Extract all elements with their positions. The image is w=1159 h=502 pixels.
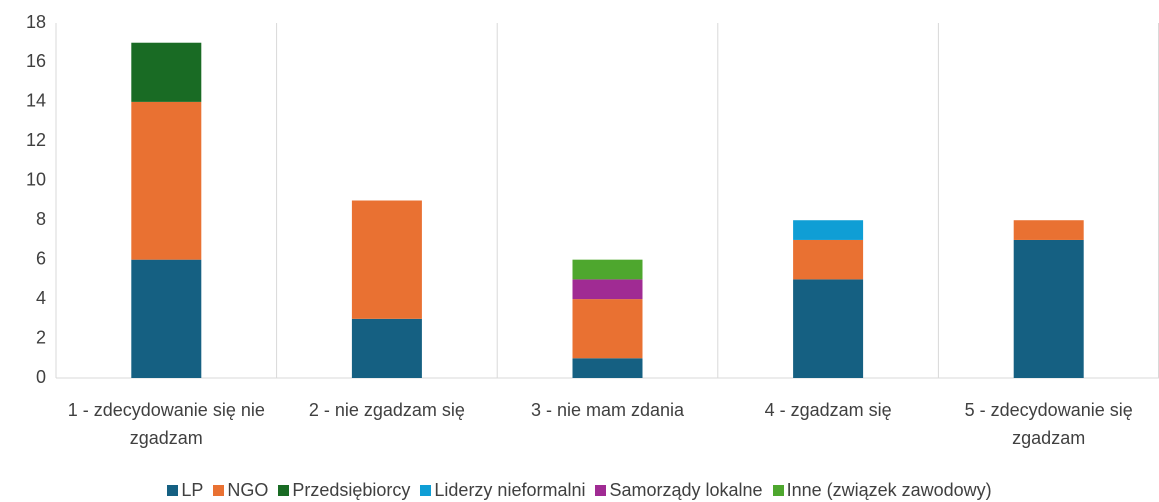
x-tick-label: 5 - zdecydowanie się zgadzam	[964, 400, 1133, 448]
bar-segment	[1013, 239, 1084, 378]
legend-item: Inne (związek zawodowy)	[772, 480, 992, 501]
y-tick-label: 16	[26, 51, 46, 71]
legend-label: Samorządy lokalne	[609, 480, 763, 500]
bar-segment	[351, 318, 422, 378]
plot: 0 2 4 6 8 10 12 14 16 18	[26, 12, 1159, 387]
legend-swatch	[772, 485, 784, 496]
legend-swatch	[213, 485, 225, 496]
bar-segment	[131, 42, 202, 102]
bar-segment	[572, 279, 643, 300]
y-tick-label: 8	[36, 209, 46, 229]
legend-item: NGO	[213, 480, 268, 501]
bar-segment	[793, 239, 864, 280]
bar-segment	[793, 220, 864, 240]
x-tick-label: 3 - nie mam zdania	[530, 400, 685, 420]
bar-segment	[351, 200, 422, 319]
legend-swatch	[420, 485, 432, 496]
legend-label: NGO	[227, 480, 269, 500]
x-tick-label: 2 - nie zgadzam się	[308, 400, 465, 420]
y-tick-label: 10	[26, 170, 46, 190]
legend-swatch	[278, 485, 290, 496]
y-tick-label: 12	[26, 130, 46, 150]
bar-segment	[1013, 220, 1084, 240]
legend-swatch	[167, 485, 179, 496]
y-tick-label: 0	[36, 367, 46, 387]
legend-swatch	[595, 485, 607, 496]
legend-item: Liderzy nieformalni	[420, 480, 585, 501]
legend-label: Inne (związek zawodowy)	[786, 480, 992, 500]
y-tick-label: 14	[26, 91, 46, 111]
y-tick-label: 4	[36, 288, 46, 308]
bar-segment	[793, 279, 864, 378]
y-tick-label: 6	[36, 248, 46, 268]
legend-label: Liderzy nieformalni	[434, 480, 586, 500]
bar-segment	[572, 259, 643, 280]
legend-label: LP	[181, 480, 204, 500]
bar-segment	[572, 358, 643, 378]
x-tick-label: 1 - zdecydowanie się nie zgadzam	[67, 400, 265, 448]
bar-segment	[572, 299, 643, 359]
y-tick-label: 18	[26, 12, 46, 32]
y-tick-label: 2	[36, 327, 46, 347]
legend: LP NGO Przedsiębiorcy Liderzy nieformalni Sa…	[0, 480, 1159, 501]
bar-segment	[131, 101, 202, 260]
bar-segment	[131, 259, 202, 378]
legend-item: LP	[167, 480, 203, 501]
legend-item: Samorządy lokalne	[595, 480, 763, 501]
x-tick-label: 4 - zgadzam się	[764, 400, 892, 420]
legend-item: Przedsiębiorcy	[278, 480, 410, 501]
legend-label: Przedsiębiorcy	[292, 480, 411, 500]
